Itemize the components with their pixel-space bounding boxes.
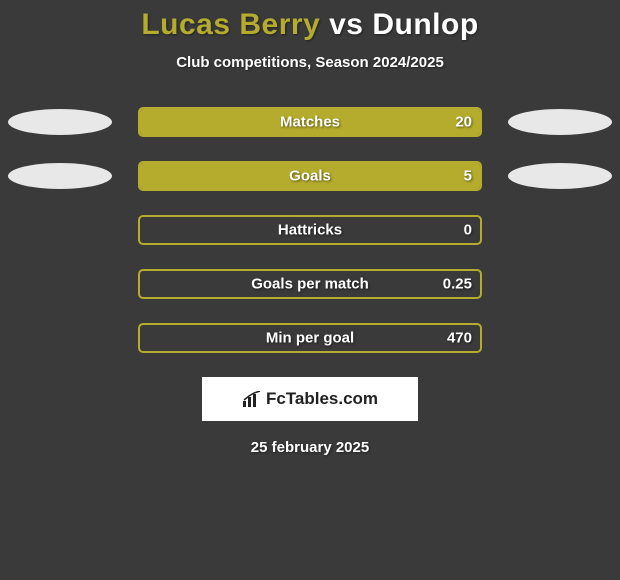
stat-value-right: 0.25 <box>443 276 472 293</box>
stat-bar: Min per goal 470 <box>138 323 482 353</box>
subtitle: Club competitions, Season 2024/2025 <box>0 54 620 71</box>
title: Lucas Berry vs Dunlop <box>0 8 620 42</box>
stat-value-right: 0 <box>464 222 472 239</box>
stat-value-right: 5 <box>464 168 472 185</box>
stat-value-right: 470 <box>447 330 472 347</box>
stat-label: Goals <box>289 168 331 185</box>
stat-bar: Hattricks 0 <box>138 215 482 245</box>
stat-label: Hattricks <box>278 222 342 239</box>
stat-bar: Goals per match 0.25 <box>138 269 482 299</box>
stat-bar: Matches 20 <box>138 107 482 137</box>
stat-row: Goals 5 <box>0 161 620 191</box>
stat-value-right: 20 <box>455 114 472 131</box>
team-badge-left <box>8 163 112 189</box>
stat-row: Goals per match 0.25 <box>0 269 620 299</box>
infographic-container: Lucas Berry vs Dunlop Club competitions,… <box>0 0 620 456</box>
stat-row: Min per goal 470 <box>0 323 620 353</box>
brand-box: FcTables.com <box>202 377 418 421</box>
date-label: 25 february 2025 <box>0 439 620 456</box>
stat-row: Matches 20 <box>0 107 620 137</box>
stat-rows: Matches 20 Goals 5 Hattricks 0 Goals per match… <box>0 107 620 353</box>
team-badge-right <box>508 163 612 189</box>
brand-label: FcTables.com <box>242 389 378 409</box>
stat-label: Matches <box>280 114 340 131</box>
team-badge-right <box>508 109 612 135</box>
chart-icon <box>242 391 262 407</box>
team-badge-left <box>8 109 112 135</box>
stat-row: Hattricks 0 <box>0 215 620 245</box>
player2-name: Dunlop <box>372 8 478 41</box>
stat-label: Min per goal <box>266 330 354 347</box>
brand-text: FcTables.com <box>266 389 378 409</box>
stat-bar: Goals 5 <box>138 161 482 191</box>
player1-name: Lucas Berry <box>141 8 320 41</box>
vs-separator: vs <box>329 8 363 41</box>
stat-label: Goals per match <box>251 276 369 293</box>
